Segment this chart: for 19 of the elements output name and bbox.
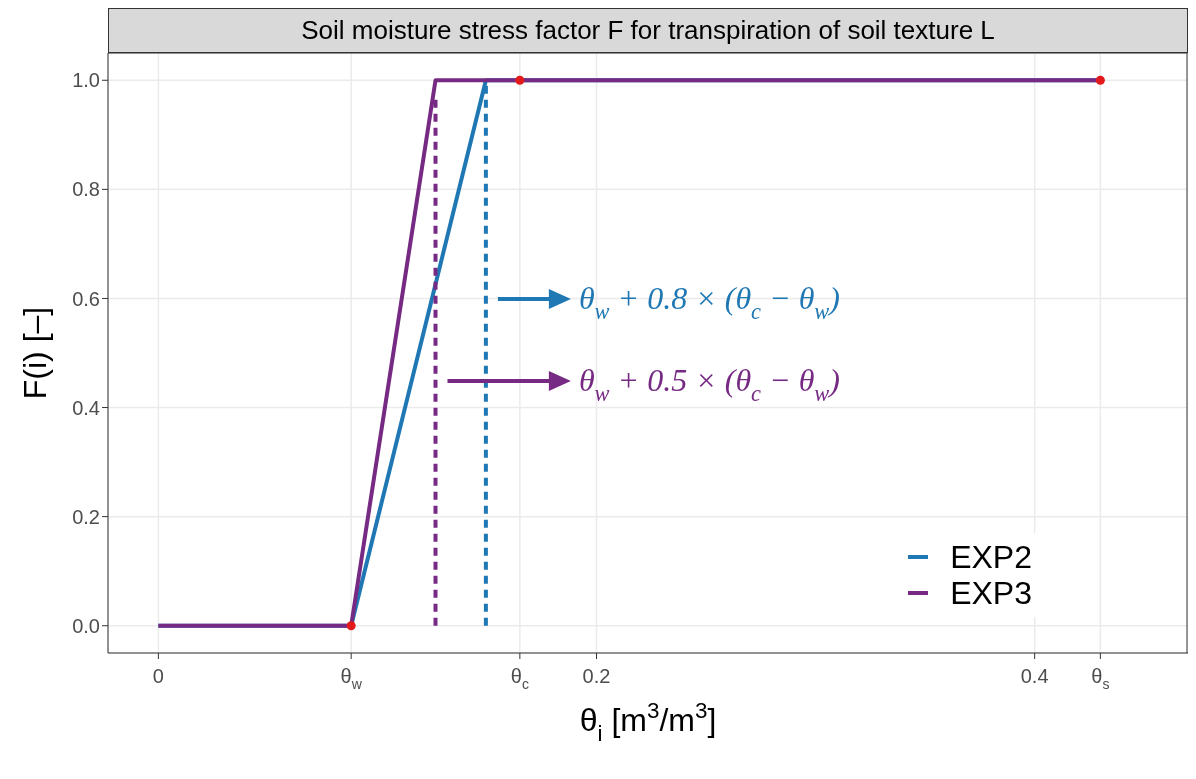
annotation: θ$_{w}$ + 0.5 × (θ$_{c}$ − θ$_{w}$) xyxy=(578,362,840,406)
annotation: θ$_{w}$ + 0.8 × (θ$_{c}$ − θ$_{w}$) xyxy=(578,280,840,324)
x-tick-label: θ$_{w}$ xyxy=(340,665,363,692)
y-axis-title: F(i) [–] xyxy=(17,306,53,400)
chart-title: Soil moisture stress factor F for transpiration of soil texture L xyxy=(108,8,1188,53)
y-tick-label: 1.0 xyxy=(72,69,100,92)
x-tick-label: θ$_{s}$ xyxy=(1091,665,1110,692)
x-axis-title: θ$_{i}$ [m$^{3}$/m$^{3}$] xyxy=(579,698,717,746)
legend-label: EXP2 xyxy=(950,538,1032,576)
x-tick-label: 0 xyxy=(152,665,164,687)
y-tick-label: 0.4 xyxy=(72,396,100,419)
x-tick-label: 0.2 xyxy=(582,665,611,687)
y-tick-label: 0.0 xyxy=(72,614,100,637)
y-tick-label: 0.6 xyxy=(72,287,100,310)
legend-label: EXP3 xyxy=(950,574,1032,612)
y-tick-label: 0.2 xyxy=(72,505,100,528)
x-tick-label: 0.4 xyxy=(1020,665,1049,687)
x-tick-label: θ$_{c}$ xyxy=(510,665,529,692)
y-tick-label: 0.8 xyxy=(72,178,100,201)
